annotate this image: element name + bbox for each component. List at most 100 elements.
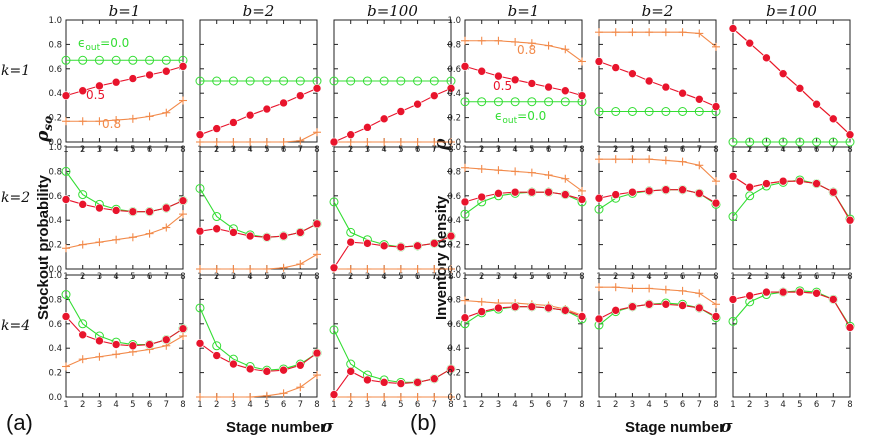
y-tick-label: 0.8	[447, 40, 461, 50]
data-point-eps05	[762, 179, 771, 188]
data-point-eps05	[245, 231, 255, 241]
data-point-eps08	[78, 117, 87, 126]
data-point-eps05	[212, 224, 222, 234]
data-point-eps05	[363, 123, 372, 132]
data-point-eps05	[111, 340, 121, 349]
y-axis-label: Stockout probability	[35, 174, 52, 320]
plot-frame	[464, 274, 583, 398]
data-point-eps05	[745, 291, 755, 301]
data-point-eps08	[179, 332, 187, 340]
data-point-eps05	[95, 81, 104, 91]
x-tick-label: 5	[398, 400, 403, 410]
data-point-eps05	[379, 378, 389, 387]
plot-frame	[464, 146, 583, 270]
data-point-eps0	[195, 183, 205, 193]
legend-label-eps08: 0.8	[517, 43, 536, 57]
data-point-eps05	[245, 110, 255, 120]
y-tick-label: 1.0	[447, 16, 461, 26]
plot-frame	[65, 146, 184, 270]
x-tick-label: 1	[63, 400, 68, 410]
data-point-eps08	[196, 265, 204, 273]
data-point-eps05	[594, 57, 604, 66]
y-tick-label: 1.0	[447, 271, 461, 281]
data-point-eps08	[62, 244, 70, 253]
data-point-eps08	[112, 116, 121, 125]
data-point-eps0	[795, 137, 805, 147]
data-point-eps08	[313, 128, 321, 137]
data-point-eps0	[761, 137, 771, 147]
y-tick-label: 0.6	[447, 320, 461, 330]
y-tick-label: 1.0	[48, 143, 62, 153]
data-point-eps05	[161, 335, 171, 344]
x-tick-label: 8	[579, 400, 584, 410]
data-point-eps05	[363, 375, 372, 385]
data-point-eps0	[362, 76, 372, 86]
data-point-eps0	[295, 76, 305, 86]
data-point-eps05	[178, 62, 188, 71]
data-point-eps05	[145, 340, 154, 349]
y-tick-label: 0.8	[48, 295, 62, 305]
data-point-eps08	[112, 235, 121, 244]
data-point-eps08	[246, 138, 255, 146]
data-point-eps0	[527, 97, 537, 107]
data-point-eps05	[279, 231, 288, 241]
data-point-eps05	[577, 312, 587, 321]
data-point-eps05	[510, 302, 520, 312]
data-point-eps08	[628, 28, 637, 37]
x-tick-label: 5	[529, 400, 534, 410]
data-point-eps08	[461, 163, 469, 172]
data-point-eps0	[61, 290, 71, 300]
data-point-eps05	[560, 86, 570, 96]
data-point-eps05	[329, 390, 339, 399]
data-point-eps08	[179, 96, 187, 105]
data-point-eps08	[95, 117, 104, 126]
legend-label-eps0: ϵout=0.0	[78, 36, 129, 53]
column-title: b=100	[766, 2, 817, 20]
data-point-eps05	[329, 137, 339, 147]
data-point-eps05	[678, 185, 687, 194]
y-tick-label: 0.8	[48, 167, 62, 177]
data-point-eps05	[728, 295, 738, 304]
data-point-eps05	[494, 189, 503, 198]
data-point-eps0	[460, 209, 470, 219]
data-point-eps08	[494, 36, 503, 45]
data-point-eps05	[694, 95, 704, 104]
data-point-eps08	[396, 393, 405, 401]
data-point-eps05	[644, 299, 654, 309]
series-line-eps0	[199, 307, 318, 371]
x-tick-label: 3	[496, 400, 501, 410]
data-point-eps05	[195, 226, 205, 236]
data-point-eps05	[745, 182, 755, 192]
y-tick-label: 0.4	[48, 216, 62, 226]
data-point-eps05	[711, 198, 721, 208]
data-point-eps08	[313, 371, 321, 380]
data-point-eps0	[429, 76, 439, 86]
data-point-eps08	[279, 389, 288, 398]
data-point-eps05	[413, 378, 422, 387]
data-point-eps08	[695, 161, 704, 170]
y-tick-label: 1.0	[48, 271, 62, 281]
data-point-eps05	[145, 207, 154, 216]
data-point-eps08	[511, 167, 520, 176]
subplot-a-k=4-b=100: 1 2 3 4 5 6 7 8	[329, 274, 456, 410]
y-axis-symbol: ρ	[431, 138, 451, 151]
data-point-eps08	[62, 117, 70, 126]
x-tick-label: 4	[512, 400, 517, 410]
data-point-eps08	[212, 265, 221, 273]
data-point-eps05	[494, 71, 503, 81]
y-tick-label: 1.0	[447, 143, 461, 153]
y-tick-label: 0.0	[48, 138, 62, 148]
data-point-eps0	[460, 97, 470, 107]
data-point-eps0	[128, 55, 138, 65]
data-point-eps08	[112, 350, 121, 359]
data-point-eps05	[527, 302, 537, 312]
data-point-eps05	[413, 99, 422, 109]
data-point-eps05	[262, 367, 272, 376]
data-point-eps08	[645, 155, 654, 164]
x-tick-label: 3	[231, 400, 236, 410]
data-point-eps08	[661, 285, 670, 294]
data-point-eps08	[611, 283, 620, 292]
data-point-eps05	[128, 207, 138, 216]
x-tick-label: 7	[164, 400, 169, 410]
